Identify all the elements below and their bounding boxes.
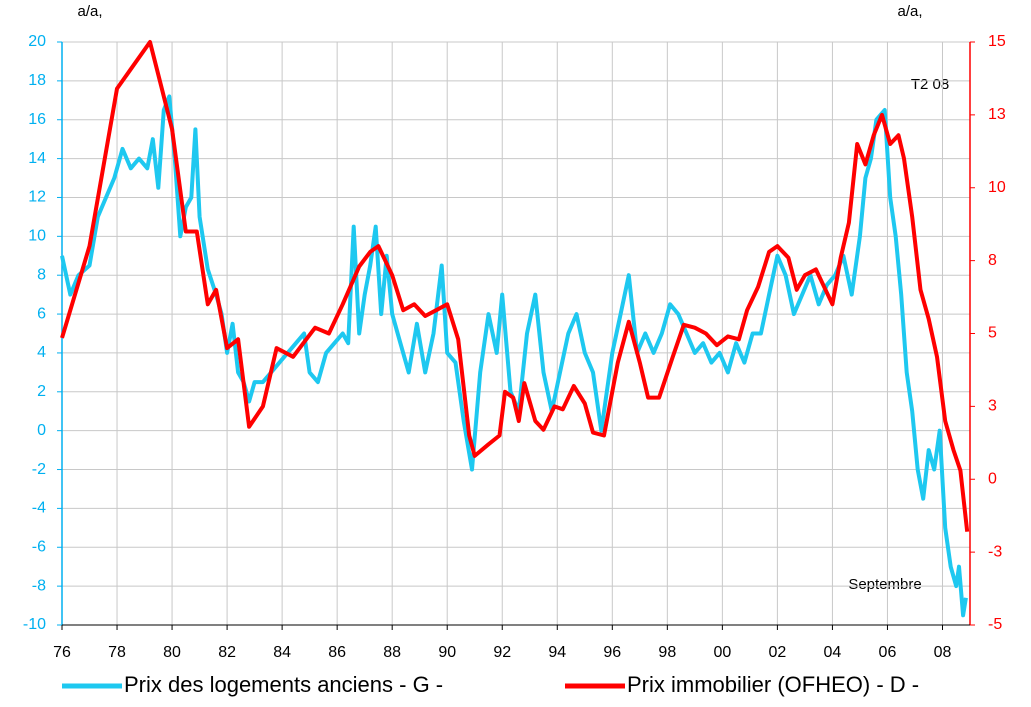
y-tick-label: 14 [28, 150, 46, 167]
y2-tick-label: 10 [988, 179, 1006, 196]
x-tick-label: 86 [328, 644, 346, 661]
y-tick-label: -4 [32, 500, 46, 517]
legend-label: Prix immobilier (OFHEO) - D - [627, 672, 919, 697]
y-tick-label: -10 [23, 616, 46, 633]
x-tick-label: 92 [493, 644, 511, 661]
y-tick-label: 6 [37, 305, 46, 322]
y-tick-label: 4 [37, 344, 46, 361]
y2-tick-label: 8 [988, 252, 997, 269]
y2-tick-label: -3 [988, 543, 1002, 560]
y-tick-label: -2 [32, 461, 46, 478]
annotation: a/a, [77, 3, 102, 20]
x-tick-label: 98 [658, 644, 676, 661]
series-line [60, 40, 970, 532]
x-tick-label: 00 [713, 644, 731, 661]
x-tick-label: 88 [383, 644, 401, 661]
x-tick-label: 80 [163, 644, 181, 661]
x-tick-label: 08 [934, 644, 952, 661]
annotation: T2 08 [911, 76, 949, 93]
y-tick-label: -6 [32, 538, 46, 555]
x-tick-label: 90 [438, 644, 456, 661]
y2-tick-label: 13 [988, 106, 1006, 123]
x-tick-label: 96 [603, 644, 621, 661]
y2-tick-label: 3 [988, 398, 997, 415]
y-tick-label: 18 [28, 72, 46, 89]
y-tick-label: 20 [28, 33, 46, 50]
x-tick-label: 94 [548, 644, 566, 661]
x-tick-label: 76 [53, 644, 71, 661]
legend-label: Prix des logements anciens - G - [124, 672, 443, 697]
y-tick-label: 10 [28, 228, 46, 245]
y2-tick-label: 15 [988, 33, 1006, 50]
y2-tick-label: -5 [988, 616, 1002, 633]
y-tick-label: 8 [37, 266, 46, 283]
y-tick-label: 2 [37, 383, 46, 400]
x-tick-label: 02 [768, 644, 786, 661]
y-tick-label: 12 [28, 189, 46, 206]
y2-tick-label: 5 [988, 325, 997, 342]
x-tick-label: 82 [218, 644, 236, 661]
annotation: a/a, [897, 3, 922, 20]
y-tick-label: 16 [28, 111, 46, 128]
y-tick-label: -8 [32, 577, 46, 594]
y2-tick-label: 0 [988, 470, 997, 487]
x-tick-label: 78 [108, 644, 126, 661]
series-line [60, 94, 968, 618]
annotation: Septembre [848, 576, 921, 593]
x-tick-label: 04 [824, 644, 842, 661]
x-tick-label: 84 [273, 644, 291, 661]
y-tick-label: 0 [37, 422, 46, 439]
x-tick-label: 06 [879, 644, 897, 661]
